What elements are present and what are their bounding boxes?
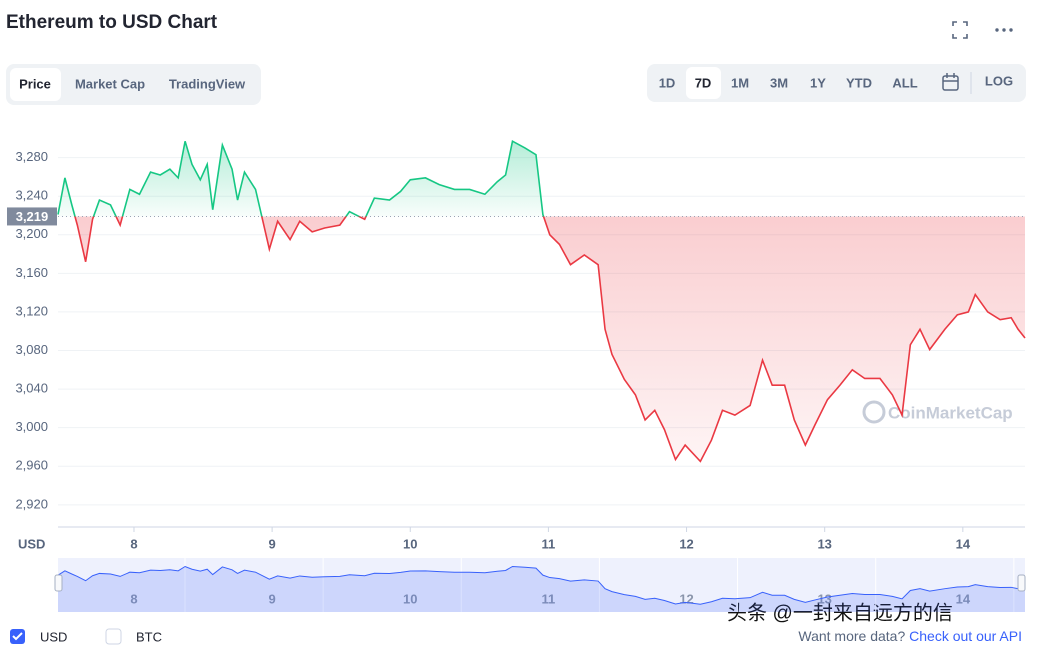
price-line	[57, 139, 1026, 463]
navigator-tick-label: 11	[542, 591, 556, 606]
navigator-area	[58, 566, 1025, 612]
range-group	[647, 64, 1026, 102]
y-tick-label: 3,040	[15, 381, 48, 396]
range-button[interactable]: 3M	[770, 75, 788, 90]
y-tick-label: 3,240	[15, 188, 48, 203]
range-button[interactable]: 1D	[659, 75, 676, 90]
calendar-icon[interactable]	[942, 73, 959, 91]
y-tick-label: 3,280	[15, 149, 48, 164]
legend-label[interactable]: USD	[40, 629, 67, 644]
api-link[interactable]: Check out our API	[909, 628, 1022, 644]
x-tick-label: 10	[403, 536, 417, 551]
footer: Want more data? Check out our API	[798, 628, 1022, 644]
x-tick-label: 14	[956, 536, 971, 551]
reference-label-bg	[7, 207, 57, 226]
x-tick-label: 9	[269, 536, 276, 551]
navigator-line	[57, 565, 1026, 605]
fullscreen-icon[interactable]	[952, 21, 968, 39]
y-tick-label: 2,920	[15, 496, 48, 511]
range-button[interactable]: YTD	[846, 75, 872, 90]
footer-prompt: Want more data?	[798, 628, 905, 644]
x-tick-label: 13	[817, 536, 831, 551]
tab[interactable]: TradingView	[169, 76, 246, 91]
navigator-handle[interactable]	[54, 574, 63, 592]
tab-group	[6, 64, 261, 105]
y-axis-label: USD	[18, 536, 45, 551]
area	[58, 141, 1025, 462]
watermark-logo	[862, 400, 886, 424]
chart-title: Ethereum to USD Chart	[6, 12, 218, 33]
range-button[interactable]: ALL	[892, 75, 917, 90]
active-tab	[10, 68, 61, 101]
x-tick-label: 11	[542, 536, 556, 551]
watermark: CoinMarketCap	[888, 403, 1013, 422]
active-range	[686, 67, 721, 99]
navigator-tick-label: 10	[403, 591, 417, 606]
range-button[interactable]: 1M	[731, 75, 749, 90]
x-tick-label: 12	[679, 536, 693, 551]
y-tick-label: 3,080	[15, 342, 48, 357]
legend-label[interactable]: BTC	[136, 629, 162, 644]
reference-label: 3,219	[16, 209, 49, 224]
navigator-tick-label: 14	[956, 591, 971, 606]
navigator-handle[interactable]	[1017, 574, 1026, 592]
navigator-tick-label: 9	[269, 591, 276, 606]
more-icon[interactable]	[995, 28, 1013, 32]
navigator-tick-label: 8	[130, 591, 137, 606]
range-button[interactable]: 1Y	[810, 75, 826, 90]
tab[interactable]: Price	[19, 76, 51, 91]
checkbox[interactable]	[105, 628, 122, 645]
check	[12, 632, 23, 641]
overlay-watermark: 头条 @一封来自远方的信	[727, 601, 953, 624]
range-button[interactable]: 7D	[695, 75, 712, 90]
y-tick-label: 3,160	[15, 265, 48, 280]
y-tick-label: 3,200	[15, 226, 48, 241]
range-button[interactable]: LOG	[985, 73, 1013, 88]
navigator-tick-label: 13	[817, 591, 831, 606]
y-tick-label: 2,960	[15, 458, 48, 473]
y-tick-label: 3,000	[15, 419, 48, 434]
tab[interactable]: Market Cap	[75, 76, 145, 91]
x-tick-label: 8	[130, 536, 137, 551]
y-tick-label: 3,120	[15, 303, 48, 318]
navigator	[58, 558, 1025, 612]
